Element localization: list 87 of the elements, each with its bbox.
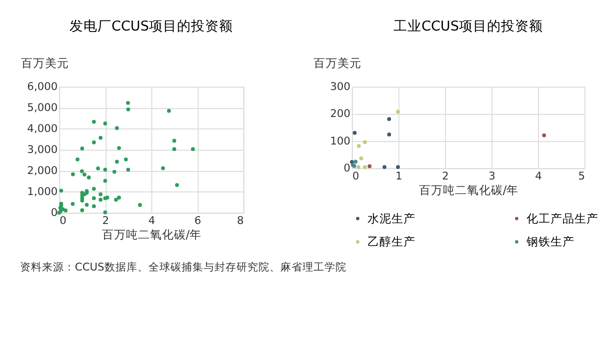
point	[352, 130, 357, 135]
point	[396, 110, 400, 114]
x-tick-label: 4	[535, 169, 542, 182]
y-tick-label: 300	[330, 80, 351, 94]
x-tick-label: 5	[578, 169, 586, 182]
x-tick-label: 1	[396, 169, 402, 182]
point	[98, 192, 103, 196]
point	[172, 138, 176, 143]
legend-label: 化工产品生产	[526, 211, 598, 226]
y-tick-label: 4,000	[27, 122, 58, 136]
point	[98, 198, 103, 202]
point	[82, 172, 86, 176]
point	[84, 202, 89, 207]
point	[172, 147, 176, 152]
point	[103, 168, 108, 172]
point	[138, 203, 142, 207]
y-tick-label: 100	[330, 134, 351, 148]
x-tick-label: 6	[194, 214, 202, 227]
point	[59, 188, 64, 193]
point	[80, 169, 84, 174]
point	[92, 186, 96, 191]
point	[76, 157, 80, 162]
x-tick-label: 2	[102, 214, 110, 227]
chart-title: 工业CCUS项目的投资额	[393, 18, 543, 34]
point	[80, 208, 84, 212]
point	[70, 202, 75, 206]
point	[359, 156, 364, 160]
y-axis-title: 百万美元	[20, 56, 69, 70]
point	[167, 108, 171, 113]
point	[71, 172, 75, 176]
point	[80, 146, 84, 150]
x-axis-title: 百万吨二氧化碳/年	[102, 227, 202, 242]
point	[117, 146, 121, 150]
y-tick-label: 1,000	[27, 185, 58, 198]
x-axis-title: 百万吨二氧化碳/年	[418, 182, 519, 197]
x-tick-label: 0	[60, 214, 67, 227]
point	[542, 133, 546, 138]
point	[103, 178, 108, 183]
point	[356, 165, 360, 169]
point	[387, 117, 392, 121]
legend-label: 钢铁生产	[525, 234, 574, 249]
point	[356, 144, 361, 148]
point	[362, 140, 367, 144]
point	[92, 140, 96, 144]
point	[112, 170, 116, 174]
point	[126, 107, 130, 112]
point	[117, 196, 121, 200]
point	[387, 132, 392, 136]
point	[98, 136, 103, 140]
text: 资料来源：CCUS数据库、全球碳捕集与封存研究院、麻省理工学院	[20, 260, 346, 274]
point	[161, 166, 165, 170]
point	[175, 183, 179, 187]
legend-label: 水泥生产	[367, 211, 416, 226]
point	[362, 165, 367, 169]
x-tick-label: 8	[237, 214, 244, 227]
point	[126, 100, 130, 105]
point	[114, 198, 118, 202]
chart-title: 发电厂CCUS项目的投资额	[69, 18, 233, 34]
point	[92, 196, 96, 200]
point	[103, 122, 108, 126]
point	[190, 147, 195, 152]
x-tick-label: 0	[352, 169, 360, 182]
x-tick-label: 2	[442, 169, 449, 182]
point	[354, 160, 358, 164]
y-tick-label: 5,000	[27, 101, 58, 114]
y-tick-label: 2,000	[27, 164, 58, 178]
point	[92, 120, 96, 124]
x-tick-label: 4	[148, 214, 156, 227]
point	[114, 160, 119, 164]
point	[64, 208, 68, 212]
point	[382, 165, 386, 169]
x-tick-label: 3	[488, 169, 496, 182]
point	[126, 168, 130, 172]
point	[92, 204, 96, 208]
y-axis-title: 百万美元	[314, 56, 362, 70]
point	[114, 126, 119, 130]
y-tick-label: 200	[330, 107, 351, 120]
y-tick-label: 3,000	[27, 143, 58, 156]
point	[396, 165, 400, 169]
y-tick-label: 6,000	[27, 80, 58, 94]
point	[124, 157, 128, 162]
point	[103, 210, 108, 214]
point	[96, 166, 100, 170]
point	[368, 164, 372, 168]
point	[86, 176, 91, 180]
point	[80, 196, 84, 200]
legend-label: 乙醇生产	[367, 234, 416, 249]
